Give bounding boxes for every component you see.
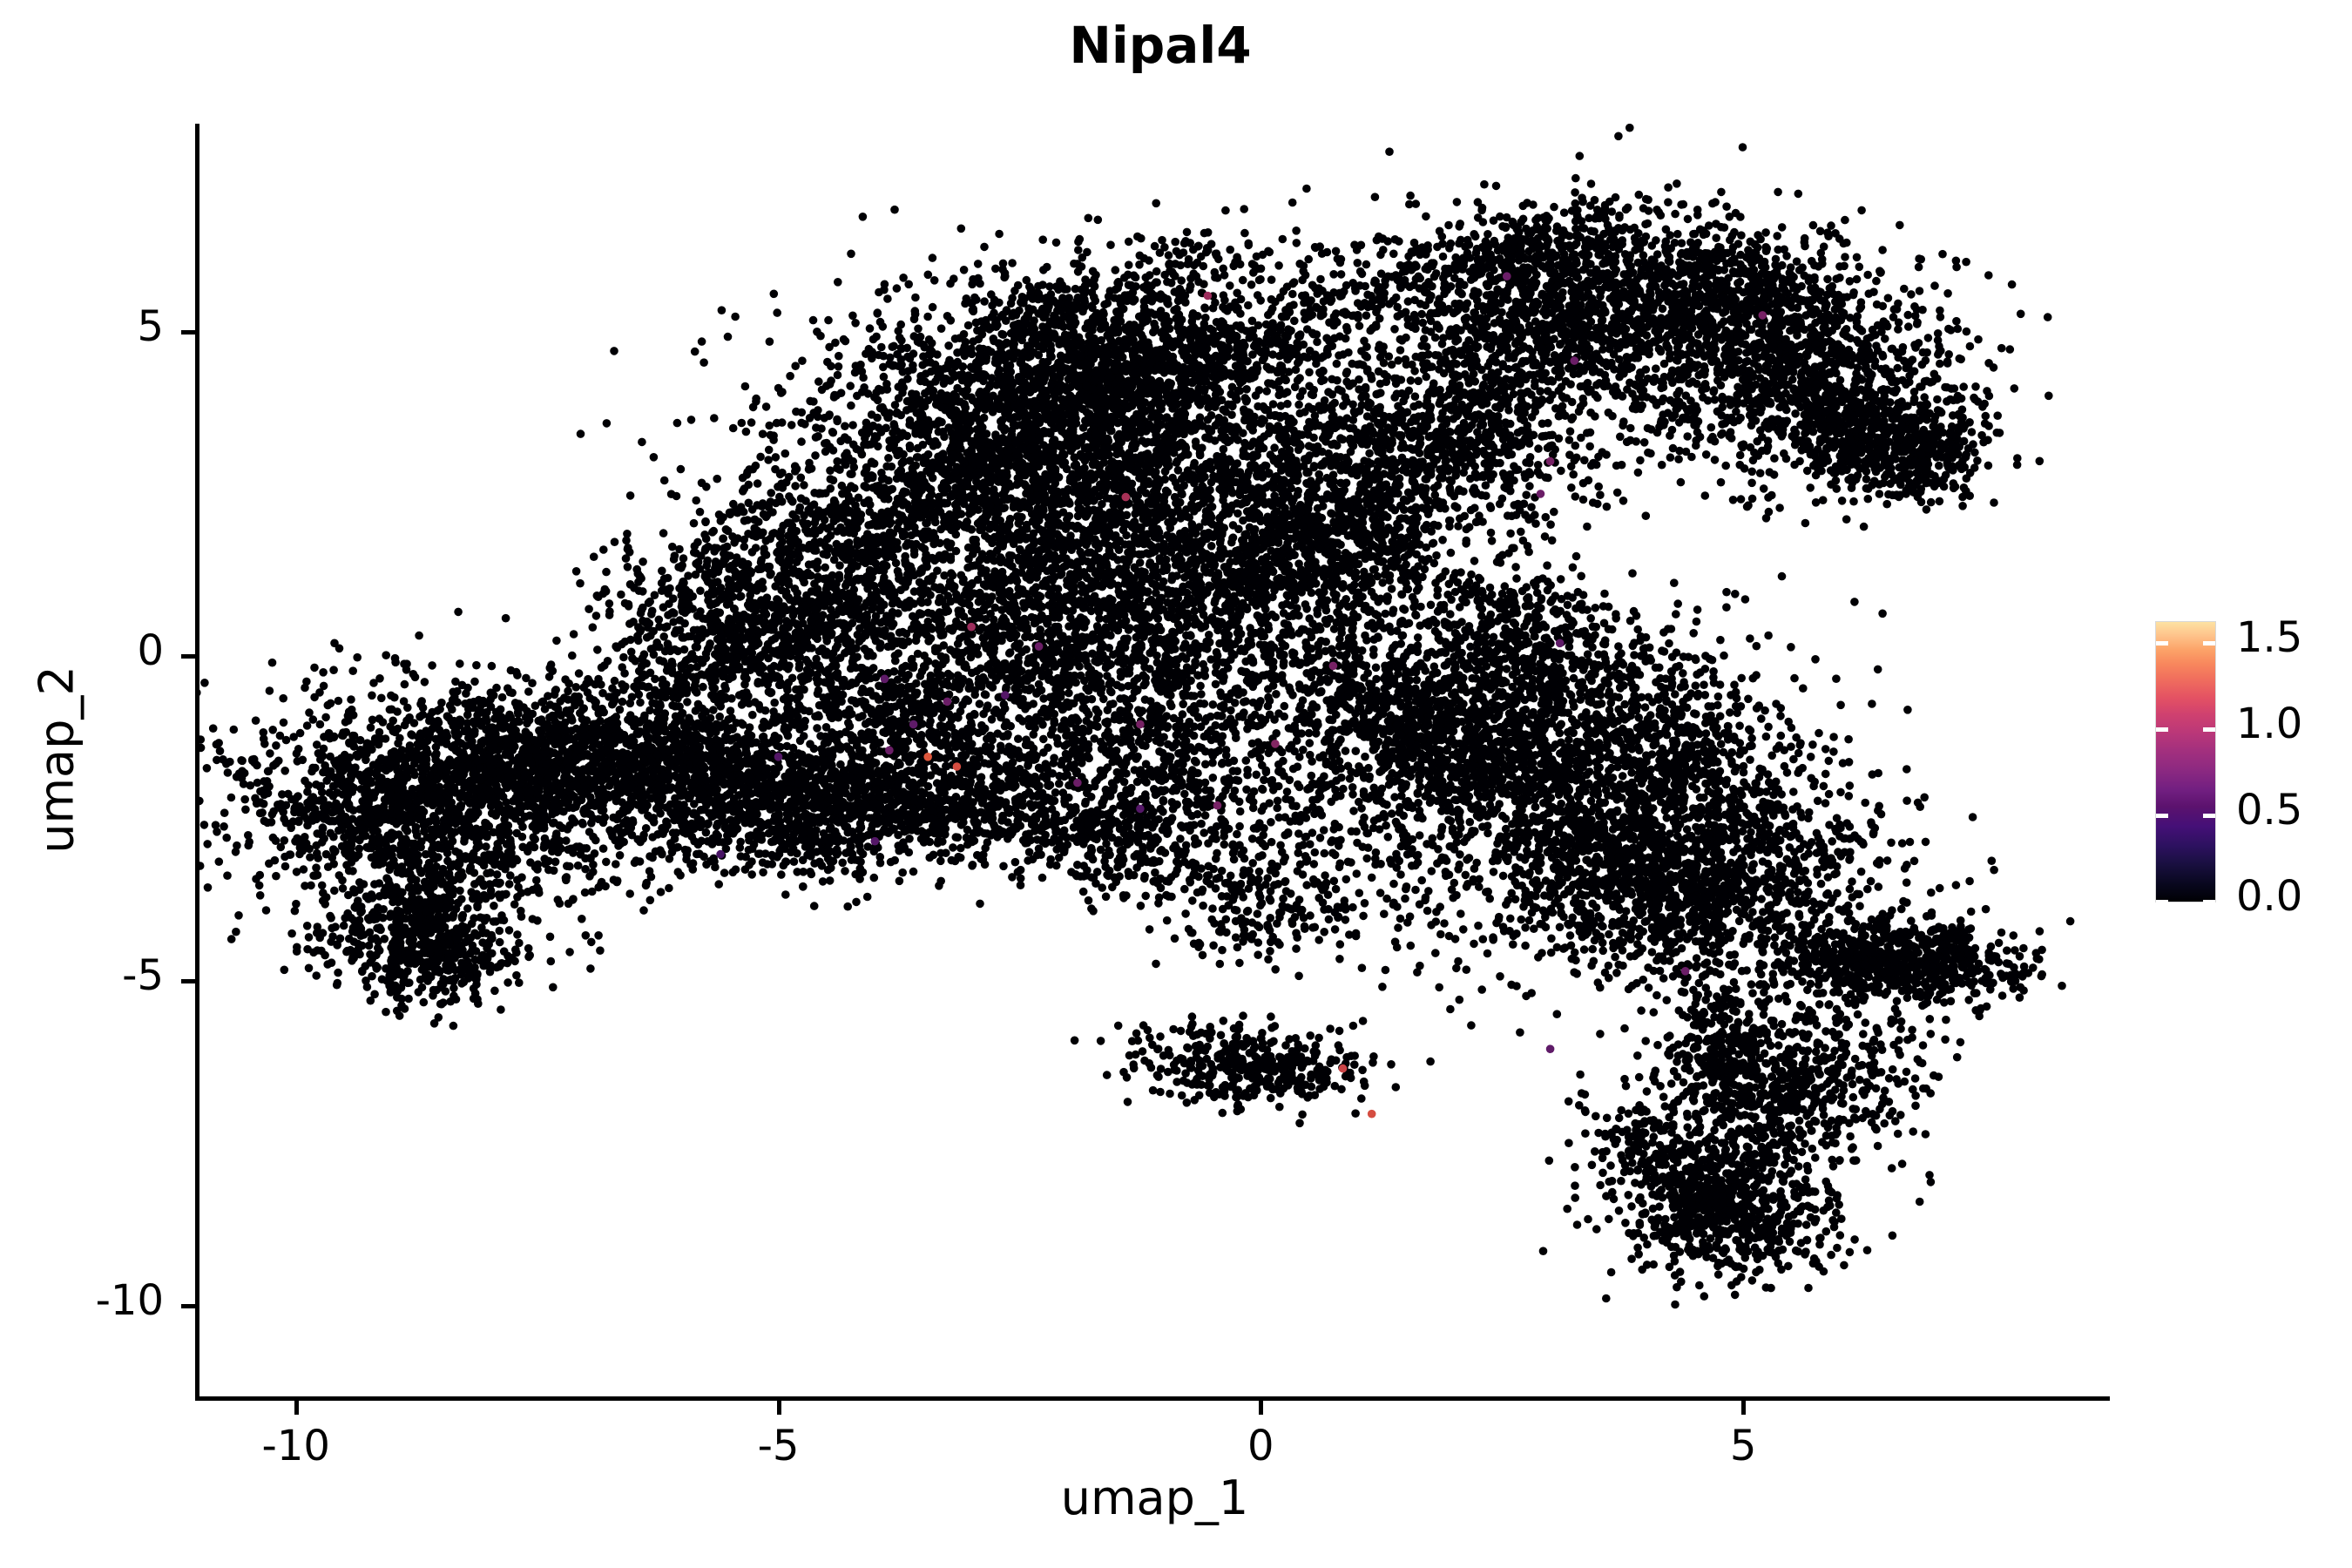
colorbar-tick-mark xyxy=(2203,813,2215,818)
page-title: Nipal4 xyxy=(0,19,2352,72)
colorbar-tick-mark xyxy=(2156,900,2168,904)
y-axis-label: umap_2 xyxy=(30,666,84,854)
y-tick-label: 5 xyxy=(0,303,164,350)
x-tick-label: 0 xyxy=(1156,1423,1365,1470)
y-tick-mark xyxy=(181,329,195,335)
colorbar-tick-mark xyxy=(2156,813,2168,818)
x-axis-label: umap_1 xyxy=(199,1470,2110,1525)
scatter-points-layer xyxy=(199,124,2075,1309)
colorbar-tick-label: 1.0 xyxy=(2236,701,2302,747)
y-axis-spine xyxy=(195,124,199,1401)
plot-title-text: Nipal4 xyxy=(1069,19,1251,72)
colorbar-tick-label: 0.0 xyxy=(2236,874,2302,920)
colorbar-tick-mark xyxy=(2156,727,2168,732)
x-tick-mark xyxy=(776,1401,781,1415)
x-tick-label: -5 xyxy=(674,1423,883,1470)
x-tick-mark xyxy=(294,1401,299,1415)
plot-axes: -10 -5 0 5 5 0 -5 -10 xyxy=(96,124,2110,1469)
x-tick-mark xyxy=(1741,1401,1747,1415)
y-tick-label: -10 xyxy=(0,1277,164,1324)
colorbar-tick-mark xyxy=(2203,900,2215,904)
scatter-plot-area xyxy=(199,124,2110,1396)
x-tick-mark xyxy=(1259,1401,1264,1415)
colorbar-tick-label: 1.5 xyxy=(2236,614,2302,661)
y-tick-mark xyxy=(181,654,195,659)
x-tick-label: 5 xyxy=(1639,1423,1848,1470)
x-axis-spine xyxy=(195,1396,2110,1401)
y-tick-mark xyxy=(181,1303,195,1308)
colorbar-tick-mark xyxy=(2203,640,2215,645)
colorbar-gradient xyxy=(2155,621,2216,902)
y-tick-label: -5 xyxy=(0,953,164,999)
y-tick-label: 0 xyxy=(0,628,164,674)
colorbar-tick-label: 0.5 xyxy=(2236,787,2302,834)
y-tick-mark xyxy=(181,978,195,983)
colorbar-tick-mark xyxy=(2203,727,2215,732)
colorbar: 0.0 0.5 1.0 1.5 xyxy=(2155,614,2302,919)
x-tick-label: -10 xyxy=(192,1423,401,1470)
colorbar-tick-mark xyxy=(2156,640,2168,645)
